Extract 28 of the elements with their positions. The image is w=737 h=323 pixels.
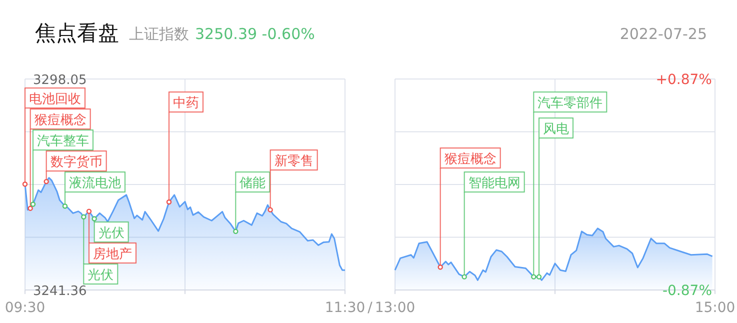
text: -0.87%: [662, 283, 712, 299]
annotation: 猴痘概念: [444, 152, 496, 167]
y-tick-label: 3298.05: [33, 73, 87, 88]
annotation: 液流电池: [69, 175, 121, 191]
annotation: 中药: [173, 96, 199, 111]
annotation: 储能: [240, 176, 266, 191]
text: /: [368, 300, 373, 316]
annotation: 猴痘概念: [34, 113, 86, 128]
annotation: 数字货币: [50, 154, 102, 170]
annotation: 光伏: [88, 268, 114, 283]
y-tick-label: 3241.36: [33, 284, 87, 299]
annotation: 汽车整车: [37, 134, 89, 149]
annotation: 电池回收: [29, 92, 81, 107]
annotation: 光伏: [98, 226, 124, 241]
text: 2022-07-25: [620, 25, 707, 43]
text: +0.87%: [656, 72, 712, 88]
annotation: 房地产: [93, 246, 132, 262]
x-tick-label: 13:00: [374, 300, 416, 316]
annotation: 智能电网: [468, 176, 520, 191]
x-tick-label: 15:00: [694, 300, 736, 316]
annotation: 风电: [543, 122, 569, 137]
x-tick-label: 09:30: [4, 300, 46, 316]
annotation: 新零售: [274, 154, 314, 169]
x-tick-label: 11:30: [324, 300, 366, 316]
chart-subtitle: 上证指数: [129, 25, 189, 43]
text: 3250.39 -0.60%: [195, 25, 315, 43]
chart-title: 焦点看盘: [35, 21, 119, 45]
annotation: 汽车零部件: [538, 96, 603, 111]
